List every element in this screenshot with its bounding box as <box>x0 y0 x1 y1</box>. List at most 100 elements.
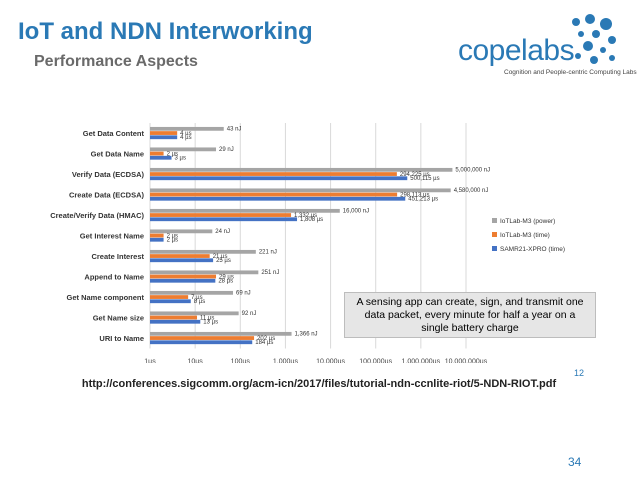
category-label: Verify Data (ECDSA) <box>72 170 145 179</box>
bar <box>150 254 210 258</box>
logo-tagline: Cognition and People-centric Computing L… <box>504 69 637 76</box>
bar <box>150 151 164 156</box>
chart-x-tick-labels: 1µs 10µs 100µs 1,000µs 10,000µs 100,000µs 1,00… <box>144 359 487 364</box>
bar <box>150 315 198 320</box>
legend-swatch <box>492 232 497 237</box>
slide-subtitle: Performance Aspects <box>34 53 198 70</box>
bar <box>150 278 216 283</box>
bar <box>150 147 217 152</box>
category-label: Get Data Content <box>83 129 145 138</box>
bar <box>150 249 256 254</box>
logo-dots-icon <box>572 14 616 64</box>
bar <box>150 155 172 160</box>
x-tick-label: 1,000µs <box>273 359 299 364</box>
bar-value-label: 43 nJ <box>227 127 242 133</box>
bar-value-label: 69 nJ <box>236 291 251 297</box>
bar <box>150 295 189 299</box>
bar-value-label: 29 µs <box>219 274 234 280</box>
bar <box>150 176 408 181</box>
category-label: URI to Name <box>99 334 144 343</box>
page-number: 34 <box>568 455 582 469</box>
bar <box>150 229 213 234</box>
category-label: Create Data (ECDSA) <box>69 190 145 199</box>
bar <box>150 196 406 201</box>
bar <box>150 340 253 345</box>
slide-title: IoT and NDN Interworking <box>18 18 313 45</box>
category-label: Get Name size <box>93 313 144 322</box>
chart-category-labels: Get Data Content Get Data Name Verify Data… <box>50 129 144 343</box>
x-tick-label: 10,000,000µs <box>445 359 488 364</box>
bar <box>150 213 292 217</box>
legend-entry: SAMR21-XPRO (time) <box>500 246 565 253</box>
bar-value-label: 16,000 nJ <box>343 209 369 215</box>
bar-value-label: 202 µs <box>257 336 275 342</box>
bar <box>150 237 164 242</box>
bar-value-label: 298,113 µs <box>400 192 429 198</box>
bar <box>150 208 340 213</box>
legend-entry: IoTLab-M3 (time) <box>500 232 550 239</box>
bar-value-label: 28 µs <box>218 278 233 284</box>
x-tick-label: 10,000µs <box>316 359 345 364</box>
bar <box>150 299 191 304</box>
bar-value-label: 29 nJ <box>219 147 234 153</box>
x-tick-label: 100,000µs <box>359 359 392 364</box>
legend-swatch <box>492 246 497 251</box>
legend-swatch <box>492 218 497 223</box>
bar <box>150 131 178 135</box>
bar-value-label: 1,332 µs <box>294 213 317 219</box>
bar-value-label: 4 µs <box>180 135 191 141</box>
bar-value-label: 5,000,000 nJ <box>455 168 490 174</box>
bar <box>150 336 255 340</box>
bar <box>150 331 292 336</box>
bar-value-label: 2 µs <box>167 151 178 157</box>
bar <box>150 135 178 140</box>
bar-value-label: 13 µs <box>203 319 218 325</box>
bar-value-label: 294,225 µs <box>400 172 430 178</box>
bar <box>150 172 397 176</box>
category-label: Get Interest Name <box>80 231 144 240</box>
bar-value-label: 21 µs <box>213 254 228 260</box>
x-tick-label: 10µs <box>187 359 203 364</box>
bar <box>150 258 214 263</box>
bar-value-label: 184 µs <box>255 340 273 346</box>
bar-value-label: 8 µs <box>194 299 205 305</box>
corner-mark: 12 <box>574 368 585 378</box>
bar-value-label: 221 nJ <box>259 250 277 256</box>
bar <box>150 217 298 222</box>
bar-value-label: 4,580,000 nJ <box>454 188 489 194</box>
bar-value-label: 451,213 µs <box>408 196 438 202</box>
bar <box>150 167 453 172</box>
bar <box>150 319 201 324</box>
bar-value-label: 3 µs <box>175 155 186 161</box>
bar <box>150 192 398 197</box>
bar <box>150 188 451 193</box>
bar-value-label: 500,115 µs <box>410 176 439 182</box>
category-label: Get Data Name <box>91 149 144 158</box>
bar-value-label: 2 µs <box>167 237 178 243</box>
x-tick-label: 1,000,000µs <box>402 359 441 364</box>
bar <box>150 270 259 275</box>
category-label: Create Interest <box>91 252 144 261</box>
bar-value-label: 11 µs <box>200 315 214 321</box>
bar <box>150 311 239 316</box>
bar <box>150 126 224 131</box>
copelabs-logo: copelabs Cognition and People-centric Co… <box>458 14 637 78</box>
bar-value-label: 24 nJ <box>215 229 230 235</box>
bar-value-label: 4 µs <box>180 131 191 137</box>
bar-value-label: 251 nJ <box>261 270 279 276</box>
x-tick-label: 1µs <box>144 359 156 364</box>
bar-value-label: 2 µs <box>167 233 178 239</box>
source-url: http://conferences.sigcomm.org/acm-icn/2… <box>81 378 557 390</box>
bar-value-label: 1,808 µs <box>300 217 323 223</box>
category-label: Get Name component <box>66 293 144 302</box>
battery-callout: A sensing app can create, sign, and tran… <box>344 292 596 338</box>
bar <box>150 233 164 238</box>
bar-value-label: 92 nJ <box>242 311 257 317</box>
legend-entry: IoTLab-M3 (power) <box>500 218 555 225</box>
bar-value-label: 1,366 nJ <box>295 332 318 338</box>
bar-value-label: 7 µs <box>191 295 202 301</box>
category-label: Create/Verify Data (HMAC) <box>50 211 144 220</box>
bar-value-label: 25 µs <box>216 258 231 264</box>
